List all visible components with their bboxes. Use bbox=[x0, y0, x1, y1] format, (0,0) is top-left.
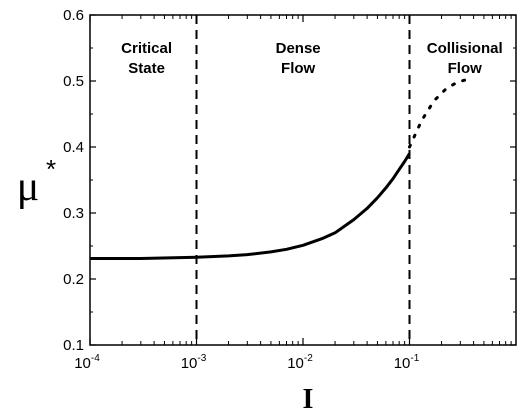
region-label-line: Flow bbox=[281, 60, 315, 77]
x-tick-exponent: -3 bbox=[197, 353, 206, 364]
y-tick-label: 0.5 bbox=[63, 73, 84, 90]
y-tick-label: 0.6 bbox=[63, 7, 84, 24]
x-tick-label: 10-3 bbox=[181, 353, 207, 372]
region-label-line: Collisional bbox=[427, 40, 503, 57]
tick-labels: 0.1 0.2 0.3 0.4 0.5 0.6 10-4 10-3 10-2 10-1 bbox=[63, 7, 420, 372]
y-tick-label: 0.2 bbox=[63, 271, 84, 288]
series-layer bbox=[90, 77, 471, 260]
region-label-line: State bbox=[128, 60, 165, 77]
x-tick-exponent: -2 bbox=[304, 353, 313, 364]
region-label-line: Flow bbox=[448, 60, 482, 77]
region-labels: Critical State Dense Flow Collisional Flow bbox=[121, 40, 502, 77]
x-tick-exponent: -1 bbox=[410, 353, 419, 364]
axis-ticks bbox=[89, 14, 516, 346]
y-tick-label: 0.4 bbox=[63, 139, 84, 156]
x-tick-label: 10-1 bbox=[394, 353, 420, 372]
friction-curve bbox=[90, 152, 411, 260]
x-tick-exponent: -4 bbox=[91, 353, 100, 364]
y-axis-title-superscript: * bbox=[46, 154, 56, 184]
x-axis-title: I bbox=[303, 384, 314, 412]
y-tick-label: 0.1 bbox=[63, 337, 84, 354]
extrapolated-curve bbox=[408, 77, 471, 149]
x-tick-label: 10-2 bbox=[287, 353, 313, 372]
region-dividers bbox=[195, 15, 411, 345]
y-tick-label: 0.3 bbox=[63, 205, 84, 222]
region-label-line: Critical bbox=[121, 40, 172, 57]
x-tick-label: 10-4 bbox=[74, 353, 100, 372]
region-label-line: Dense bbox=[276, 40, 321, 57]
y-axis-title: μ bbox=[17, 164, 40, 210]
